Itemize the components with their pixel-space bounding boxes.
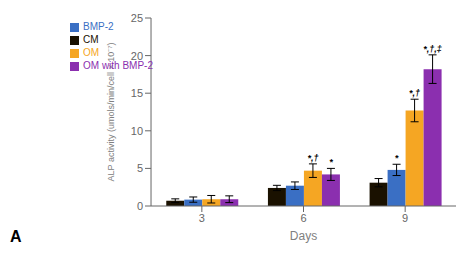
svg-text:15: 15 <box>131 87 143 99</box>
html-text:BMP-2: BMP-2 <box>83 21 114 32</box>
svg-text:*,†,‡: *,†,‡ <box>423 44 442 54</box>
svg-text:9: 9 <box>402 212 408 224</box>
svg-text:*: * <box>329 157 333 167</box>
html-text:OM: OM <box>83 47 100 58</box>
svg-text:*: * <box>395 153 399 163</box>
svg-text:0: 0 <box>137 200 143 212</box>
html-text:OM with BMP-2: OM with BMP-2 <box>83 60 153 71</box>
svg-text:*,†: *,† <box>307 153 318 163</box>
svg-text:ALP activity (umols/min/cell ×: ALP activity (umols/min/cell × 10⁻⁷) <box>106 43 116 182</box>
html-text:A: A <box>10 228 22 245</box>
svg-text:25: 25 <box>131 12 143 24</box>
svg-text:Days: Days <box>290 229 317 243</box>
svg-text:5: 5 <box>137 162 143 174</box>
svg-text:20: 20 <box>131 50 143 62</box>
svg-text:6: 6 <box>300 212 306 224</box>
svg-text:10: 10 <box>131 125 143 137</box>
svg-text:3: 3 <box>199 212 205 224</box>
html-text:CM: CM <box>83 34 99 45</box>
svg-text:*,†: *,† <box>409 88 420 98</box>
